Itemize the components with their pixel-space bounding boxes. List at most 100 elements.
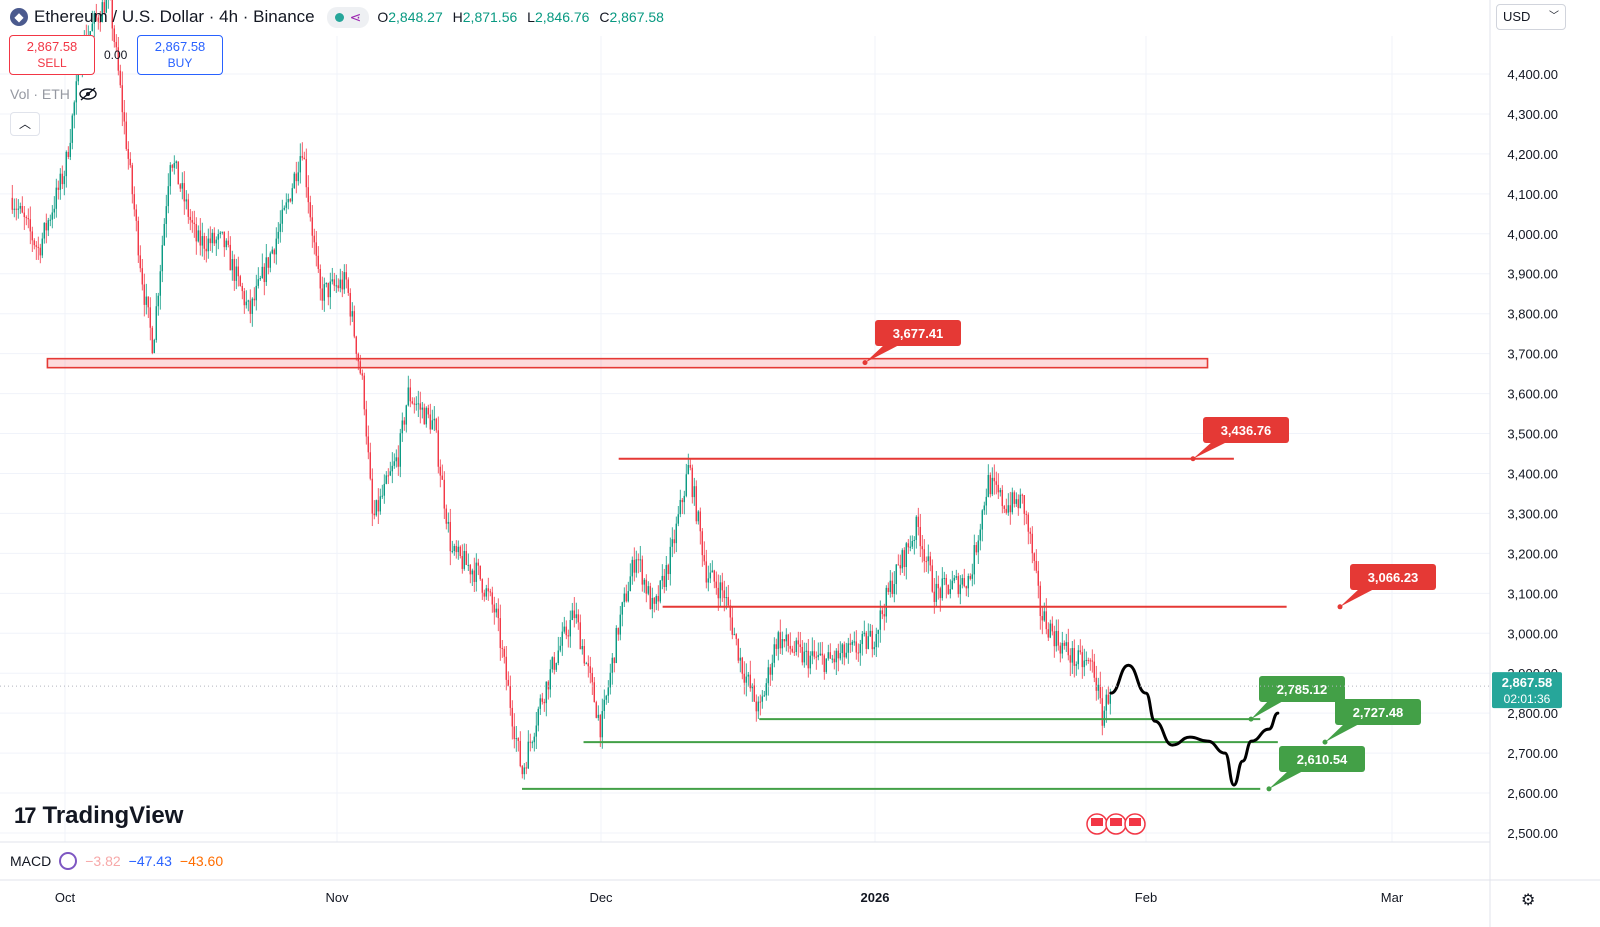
- forecast-path[interactable]: [1109, 663, 1280, 787]
- candle-body: [223, 231, 225, 248]
- candle-body: [707, 578, 709, 583]
- level-callout[interactable]: [1203, 417, 1289, 443]
- candle-body: [27, 218, 29, 220]
- candle-body: [783, 639, 785, 642]
- candle-body: [771, 662, 773, 675]
- candle-body: [887, 587, 889, 592]
- level-anchor[interactable]: [1266, 786, 1272, 792]
- candle-body: [721, 582, 723, 591]
- gear-icon[interactable]: ⚙: [1521, 892, 1536, 909]
- candle-body: [407, 387, 409, 406]
- candle-body: [327, 282, 329, 298]
- level-callout[interactable]: [1279, 746, 1365, 772]
- symbol-title[interactable]: Ethereum / U.S. Dollar · 4h · Binance: [34, 7, 315, 26]
- hide-eye-icon[interactable]: [78, 86, 98, 102]
- candle-body: [529, 741, 531, 743]
- support-resistance-levels[interactable]: 3,677.41 3,436.76 3,066.23 2,785.12 2,727.48…: [46, 320, 1436, 792]
- level-anchor[interactable]: [1248, 716, 1254, 722]
- candle-body: [471, 570, 473, 575]
- price-tick-label: 3,700.00: [1507, 347, 1558, 362]
- level-anchor[interactable]: [1337, 604, 1343, 610]
- candle-body: [699, 511, 701, 532]
- currency-select[interactable]: USD ﹀: [1496, 4, 1566, 30]
- candle-body: [511, 707, 513, 727]
- candle-body: [301, 156, 303, 158]
- candle-body: [139, 255, 141, 269]
- resistance-zone[interactable]: [46, 357, 1209, 369]
- level-anchor[interactable]: [862, 360, 868, 366]
- level-callout[interactable]: [1335, 699, 1421, 725]
- candle-body: [371, 478, 373, 514]
- volume-indicator[interactable]: Vol · ETH: [10, 86, 98, 102]
- candle-body: [321, 288, 323, 301]
- candle-body: [305, 159, 307, 188]
- buy-button[interactable]: 2,867.58 BUY: [137, 35, 223, 75]
- candle-body: [971, 574, 973, 579]
- candle-body: [53, 208, 55, 213]
- candle-body: [955, 576, 957, 578]
- candle-body: [249, 300, 251, 314]
- level-callout[interactable]: [1350, 564, 1436, 590]
- candle-body: [103, 2, 105, 13]
- candle-body: [947, 584, 949, 594]
- candle-body: [825, 658, 827, 672]
- candle-body: [553, 657, 555, 670]
- candle-body: [735, 634, 737, 639]
- candle-body: [743, 673, 745, 683]
- candle-body: [281, 209, 283, 224]
- candle-body: [1069, 655, 1071, 663]
- callout-pointer: [1269, 770, 1305, 789]
- candle-body: [665, 565, 667, 588]
- level-callout[interactable]: [875, 320, 961, 346]
- level-anchor[interactable]: [1322, 739, 1328, 745]
- candle-body: [1007, 505, 1009, 513]
- candle-body: [813, 651, 815, 657]
- candle-body: [149, 307, 151, 328]
- candle-body: [657, 596, 659, 602]
- share-icon[interactable]: ⋖: [349, 8, 362, 25]
- candle-body: [231, 259, 233, 271]
- level-callout[interactable]: [1259, 676, 1345, 702]
- forecast-line[interactable]: [1109, 663, 1280, 787]
- time-axis[interactable]: Oct Nov Dec 2026 Feb Mar ⚙: [0, 882, 1600, 927]
- candle-body: [847, 643, 849, 653]
- buy-price: 2,867.58: [154, 39, 206, 54]
- candle-body: [625, 593, 627, 602]
- candlestick-series: [11, 0, 1111, 780]
- indicator-settings-icon[interactable]: [59, 852, 78, 870]
- candle-body: [11, 197, 13, 210]
- macd-legend[interactable]: MACD −3.82 −47.43 −43.60: [0, 846, 1490, 876]
- candle-body: [621, 602, 623, 615]
- candle-body: [689, 464, 691, 468]
- candle-body: [167, 186, 169, 207]
- candle-body: [1065, 642, 1067, 646]
- volume-label: Vol · ETH: [10, 86, 70, 102]
- candle-body: [901, 550, 903, 569]
- market-status[interactable]: ⋖: [326, 6, 370, 28]
- candle-body: [247, 300, 249, 302]
- last-price-badge[interactable]: [1492, 672, 1562, 709]
- candle-body: [975, 545, 977, 553]
- level-anchor[interactable]: [1190, 456, 1196, 462]
- sell-button[interactable]: 2,867.58 SELL: [9, 35, 95, 75]
- candle-body: [725, 597, 727, 599]
- candle-body: [655, 596, 657, 604]
- candle-body: [169, 165, 171, 187]
- candle-body: [1067, 642, 1069, 656]
- candle-body: [981, 510, 983, 530]
- candle-body: [25, 217, 27, 219]
- collapse-legend-button[interactable]: ︿: [10, 112, 40, 136]
- candle-body: [547, 681, 549, 690]
- candle-body: [811, 651, 813, 656]
- candle-body: [521, 766, 523, 775]
- ohlc-values: O2,848.27 H2,871.56 L2,846.76 C2,867.58: [377, 9, 664, 25]
- price-axis[interactable]: 2,500.002,600.002,700.002,800.002,900.00…: [0, 67, 1562, 841]
- candle-body: [483, 592, 485, 597]
- candle-body: [889, 580, 891, 592]
- candle-body: [75, 81, 77, 103]
- candle-body: [645, 579, 647, 594]
- level-label: 3,436.76: [1221, 423, 1272, 438]
- candle-body: [369, 452, 371, 479]
- candle-body: [571, 610, 573, 621]
